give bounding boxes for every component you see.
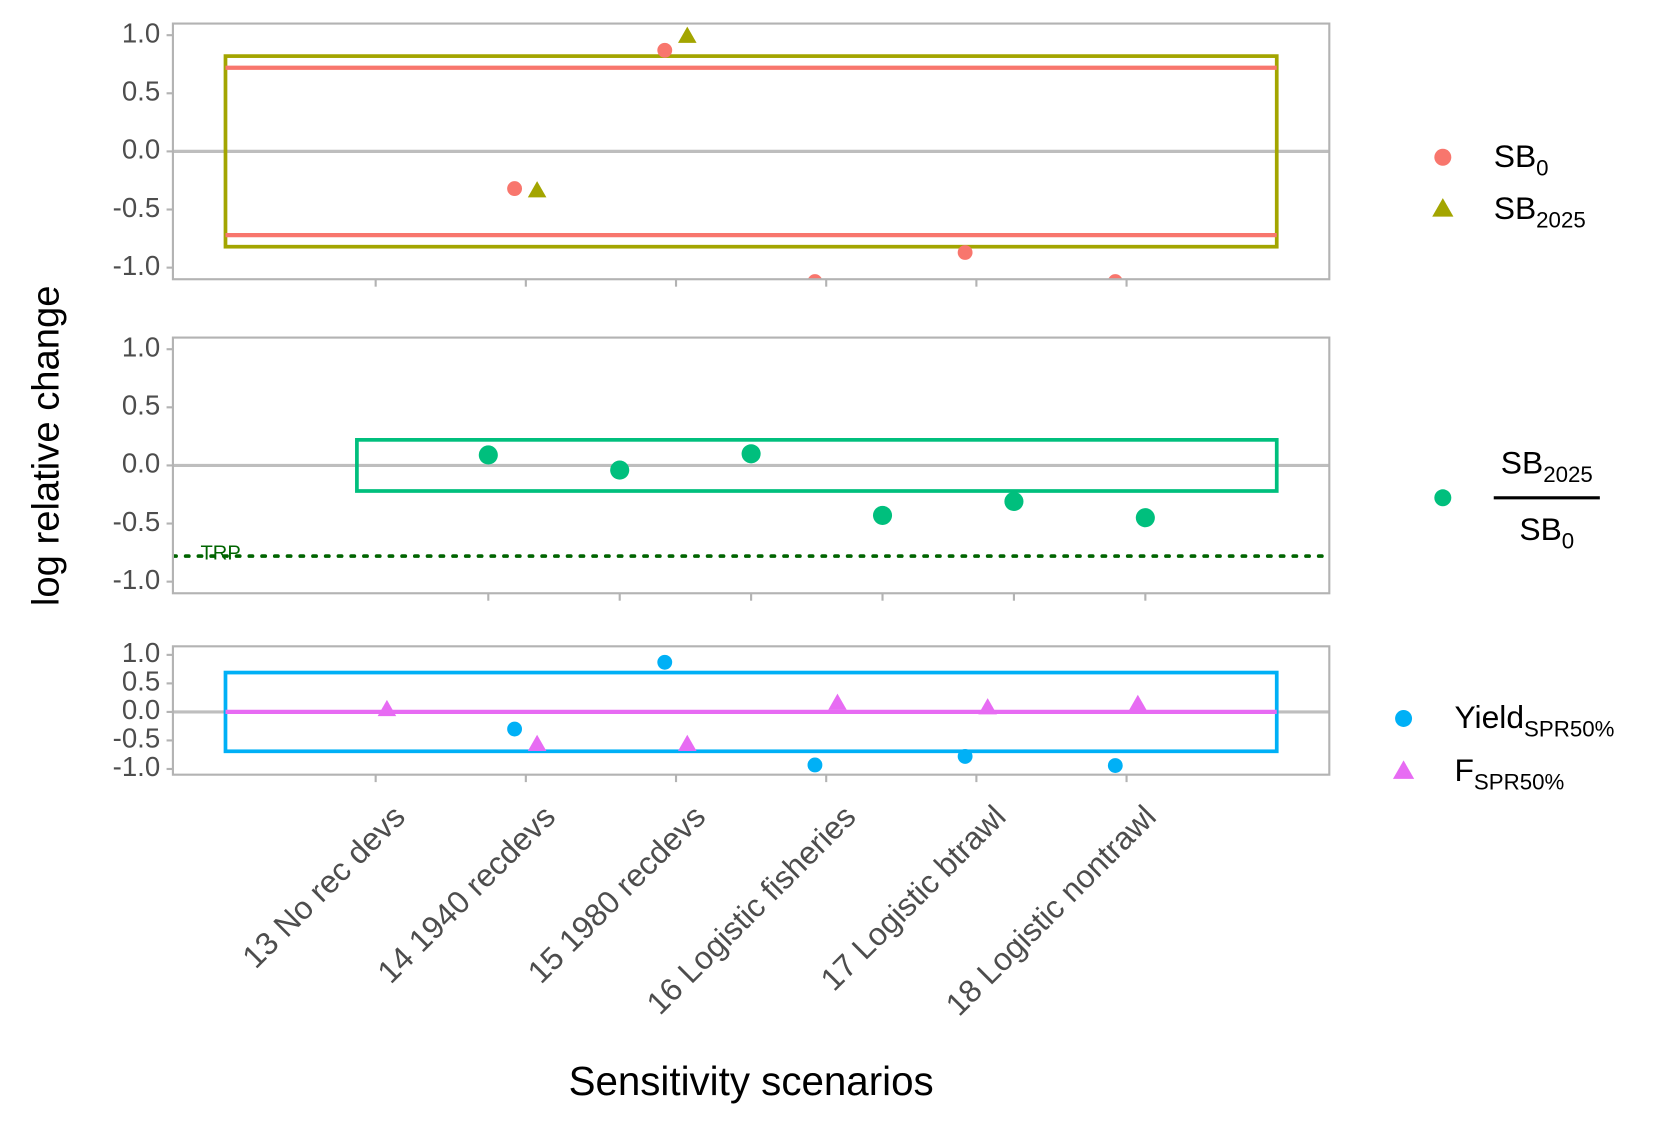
point xyxy=(741,444,761,464)
panel xyxy=(172,26,1330,280)
y-tick-label: 1.0 xyxy=(122,637,160,668)
point xyxy=(957,245,973,260)
y-tick-label: 0.5 xyxy=(122,390,160,421)
y-tick-label: -0.5 xyxy=(113,723,161,754)
point xyxy=(1135,508,1155,528)
legend-label: SB2025 xyxy=(1501,444,1593,486)
y-tick-label: 0.5 xyxy=(122,76,160,107)
legend-text: SB xyxy=(1494,138,1536,174)
panel-border xyxy=(171,645,1331,776)
legend-subscript: 2025 xyxy=(1543,462,1593,487)
legend-subscript: 0 xyxy=(1562,529,1574,554)
y-tick-label: 1.0 xyxy=(122,331,160,362)
panel xyxy=(172,438,1330,558)
legend-label: FSPR50% xyxy=(1454,752,1564,794)
triangle-point xyxy=(377,699,397,717)
panel-border xyxy=(171,336,1331,595)
point xyxy=(507,181,523,197)
legend-label: YieldSPR50% xyxy=(1454,699,1614,741)
triangle-point xyxy=(527,181,547,198)
point xyxy=(1395,709,1413,727)
point xyxy=(872,505,893,525)
point xyxy=(610,460,630,480)
legend-subscript: SPR50% xyxy=(1524,716,1614,741)
y-tick-label: -1.0 xyxy=(113,564,161,595)
y-tick-label: -1.0 xyxy=(113,250,161,281)
point xyxy=(657,42,673,58)
y-tick-label: 0.0 xyxy=(122,448,160,479)
point xyxy=(1434,489,1452,507)
y-tick-label: 0.0 xyxy=(122,694,160,725)
triangle-point xyxy=(828,693,847,710)
legend-label: SB2025 xyxy=(1494,190,1586,232)
point xyxy=(1108,274,1123,280)
legend-text: SB xyxy=(1519,511,1561,547)
point xyxy=(657,654,673,670)
point xyxy=(478,445,498,465)
y-tick-label: -0.5 xyxy=(113,192,161,223)
y-tick-label: -0.5 xyxy=(113,506,161,537)
triangle-point xyxy=(978,698,997,715)
triangle-point xyxy=(527,734,547,751)
legend-subscript: 2025 xyxy=(1536,207,1586,232)
triangle-point xyxy=(1432,198,1454,217)
legend-text: Yield xyxy=(1454,699,1524,735)
legend-subscript: 0 xyxy=(1536,155,1548,180)
point xyxy=(507,721,523,737)
legend-text: SB xyxy=(1494,190,1536,226)
y-tick-label: 1.0 xyxy=(122,17,160,48)
point xyxy=(1004,491,1024,512)
reference-label: TRP xyxy=(201,542,241,564)
point xyxy=(807,757,823,773)
panel xyxy=(172,654,1330,773)
point xyxy=(1107,758,1123,773)
y-tick-label: 0.5 xyxy=(122,666,160,697)
triangle-point xyxy=(1392,760,1415,779)
legend-label: SB0 xyxy=(1519,511,1574,553)
x-axis-title: Sensitivity scenarios xyxy=(569,1059,934,1104)
point xyxy=(1434,148,1452,166)
triangle-point xyxy=(678,26,697,43)
y-tick-label: -1.0 xyxy=(113,751,161,782)
legend-text: F xyxy=(1454,752,1473,788)
y-axis-title: log relative change xyxy=(24,286,67,607)
legend-subscript: SPR50% xyxy=(1474,770,1564,795)
y-tick-label: 0.0 xyxy=(122,134,160,165)
legend-label: SB0 xyxy=(1494,138,1549,180)
panel-border xyxy=(171,22,1331,281)
triangle-point xyxy=(1128,694,1148,712)
point xyxy=(807,274,822,280)
point xyxy=(957,748,973,764)
triangle-point xyxy=(678,734,697,751)
range-box xyxy=(223,54,1279,249)
legend-text: SB xyxy=(1501,444,1543,480)
range-box xyxy=(355,438,1279,493)
